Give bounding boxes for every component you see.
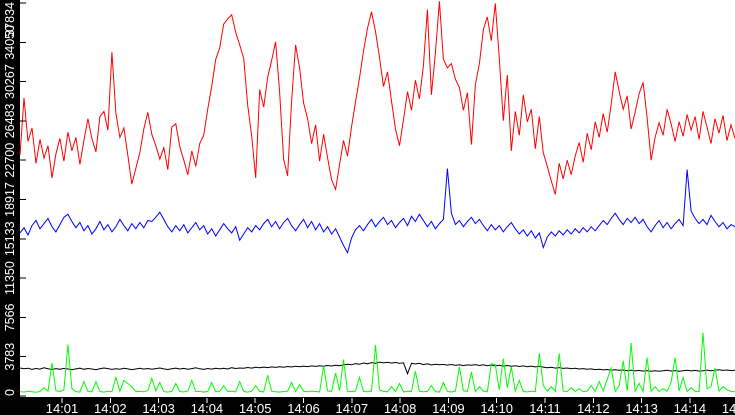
x-tick-label: 14:02	[94, 401, 127, 415]
y-tick-label: 30267	[3, 64, 17, 99]
x-tick-label: 14:09	[432, 401, 465, 415]
y-tick-label: 34050	[3, 25, 17, 60]
x-tick-label: 14:03	[142, 401, 175, 415]
x-axis-strip	[0, 397, 735, 415]
x-tick-label: 14:01	[46, 401, 79, 415]
y-tick-label: 37834	[3, 2, 17, 37]
x-tick-label: 14:14	[674, 401, 707, 415]
y-tick-label: 22700	[3, 143, 17, 178]
y-tick-label: 15133	[3, 221, 17, 256]
y-tick-label: 7566	[3, 303, 17, 331]
x-tick-label: 14:05	[239, 401, 272, 415]
x-tick-label: 14:04	[191, 401, 224, 415]
x-tick-label: 14:13	[625, 401, 658, 415]
y-tick-label: 26483	[3, 103, 17, 138]
y-tick-label: 11350	[3, 261, 17, 295]
series-blue-line	[19, 168, 735, 255]
y-tick-label: 0	[3, 389, 17, 396]
y-tick-label: 3783	[3, 343, 17, 371]
y-axis-strip	[0, 0, 20, 415]
x-tick-label: 14:12	[577, 401, 610, 415]
series-green-line	[19, 332, 735, 394]
series-lines	[19, 1, 735, 394]
x-tick-label: 14:10	[480, 401, 513, 415]
x-tick-label: 14:11	[529, 401, 561, 415]
y-axis: 0 3783 7566 11350 15133 18917 22700 26483 30267 3…	[3, 2, 26, 397]
y-tick-label: 18917	[3, 182, 17, 217]
x-tick-label: 14:07	[336, 401, 369, 415]
x-tick-label: 14:15	[722, 401, 735, 415]
series-red-line	[19, 1, 735, 195]
x-tick-label: 14:08	[384, 401, 417, 415]
x-tick-label: 14:06	[287, 401, 320, 415]
x-axis: 14:01 14:02 14:03 14:04 14:05 14:06 14:07 14:08…	[46, 398, 735, 415]
